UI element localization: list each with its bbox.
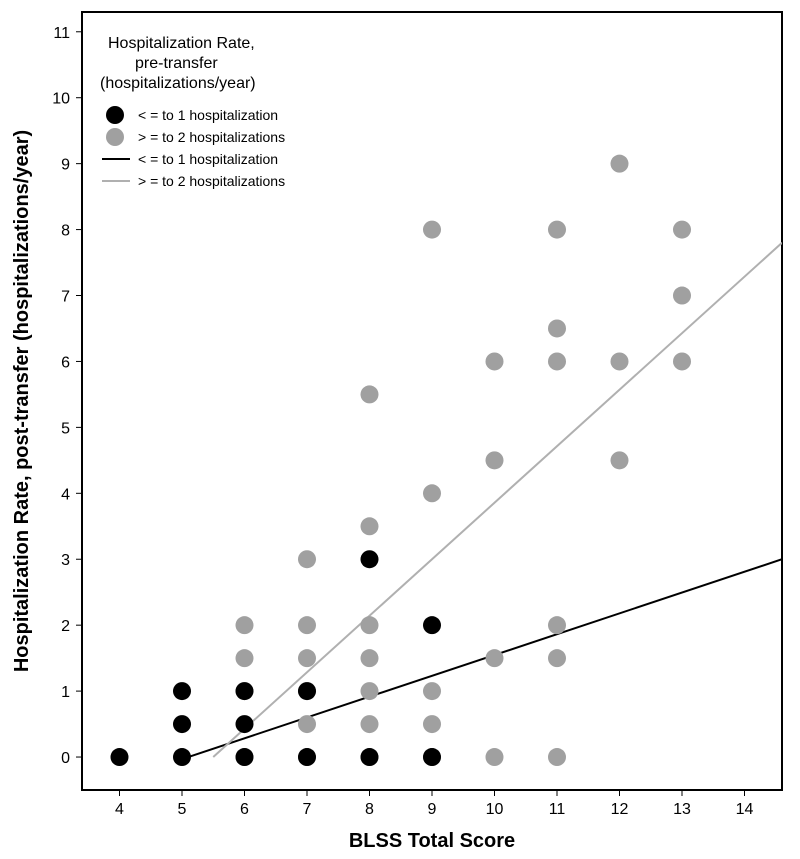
y-tick-label: 1 [61, 684, 70, 701]
data-point [298, 550, 316, 568]
data-point [361, 550, 379, 568]
data-point [548, 319, 566, 337]
data-point [173, 748, 191, 766]
data-point [361, 715, 379, 733]
data-point [548, 221, 566, 239]
y-tick-label: 6 [61, 354, 70, 371]
data-point [486, 748, 504, 766]
y-tick-label: 8 [61, 223, 70, 240]
x-tick-label: 14 [736, 801, 754, 818]
data-point [298, 616, 316, 634]
x-tick-label: 11 [549, 801, 566, 818]
data-point [298, 715, 316, 733]
data-point [361, 616, 379, 634]
x-tick-label: 9 [428, 801, 437, 818]
fit-line [188, 559, 782, 757]
data-point [298, 748, 316, 766]
data-point [423, 484, 441, 502]
data-point [361, 748, 379, 766]
x-tick-label: 8 [365, 801, 374, 818]
data-point [673, 352, 691, 370]
data-point [548, 616, 566, 634]
data-point [298, 682, 316, 700]
data-point [236, 748, 254, 766]
x-tick-label: 7 [303, 801, 312, 818]
data-point [236, 682, 254, 700]
data-point [361, 385, 379, 403]
legend-title: (hospitalizations/year) [100, 75, 256, 92]
x-tick-label: 5 [178, 801, 187, 818]
data-point [361, 682, 379, 700]
data-point [361, 649, 379, 667]
data-point [673, 221, 691, 239]
y-tick-label: 3 [61, 552, 70, 569]
y-tick-label: 9 [61, 157, 70, 174]
data-point [611, 155, 629, 173]
data-point [423, 221, 441, 239]
legend-item-label: > = to 2 hospitalizations [138, 173, 285, 189]
data-point [173, 715, 191, 733]
data-point [423, 748, 441, 766]
legend-item-label: < = to 1 hospitalization [138, 107, 278, 123]
data-point [236, 715, 254, 733]
data-point [236, 616, 254, 634]
y-tick-label: 5 [61, 420, 70, 437]
y-axis-label: Hospitalization Rate, post-transfer (hos… [11, 130, 33, 672]
data-point [173, 682, 191, 700]
y-tick-label: 4 [61, 486, 70, 503]
x-tick-label: 10 [486, 801, 504, 818]
legend-title: pre-transfer [135, 55, 218, 72]
scatter-chart: 456789101112131401234567891011BLSS Total… [0, 0, 800, 859]
data-point [236, 649, 254, 667]
data-point [423, 715, 441, 733]
data-point [611, 451, 629, 469]
data-point [673, 287, 691, 305]
fit-line [213, 243, 782, 757]
data-point [486, 451, 504, 469]
legend-marker-icon [106, 128, 124, 146]
x-axis-label: BLSS Total Score [349, 830, 515, 852]
data-point [611, 352, 629, 370]
data-point [298, 649, 316, 667]
x-tick-label: 4 [115, 801, 124, 818]
data-point [486, 649, 504, 667]
y-tick-label: 10 [52, 91, 70, 108]
data-point [548, 649, 566, 667]
legend-title: Hospitalization Rate, [108, 35, 255, 52]
chart-svg: 456789101112131401234567891011BLSS Total… [0, 0, 800, 859]
x-tick-label: 12 [611, 801, 629, 818]
x-tick-label: 13 [673, 801, 691, 818]
data-point [548, 748, 566, 766]
legend-marker-icon [106, 106, 124, 124]
data-point [111, 748, 129, 766]
x-tick-label: 6 [240, 801, 249, 818]
legend-item-label: > = to 2 hospitalizations [138, 129, 285, 145]
data-point [361, 517, 379, 535]
y-tick-label: 0 [61, 750, 70, 767]
data-point [423, 682, 441, 700]
y-tick-label: 7 [61, 289, 70, 306]
data-point [486, 352, 504, 370]
y-tick-label: 11 [53, 25, 70, 42]
legend-item-label: < = to 1 hospitalization [138, 151, 278, 167]
data-point [548, 352, 566, 370]
y-tick-label: 2 [61, 618, 70, 635]
data-point [423, 616, 441, 634]
